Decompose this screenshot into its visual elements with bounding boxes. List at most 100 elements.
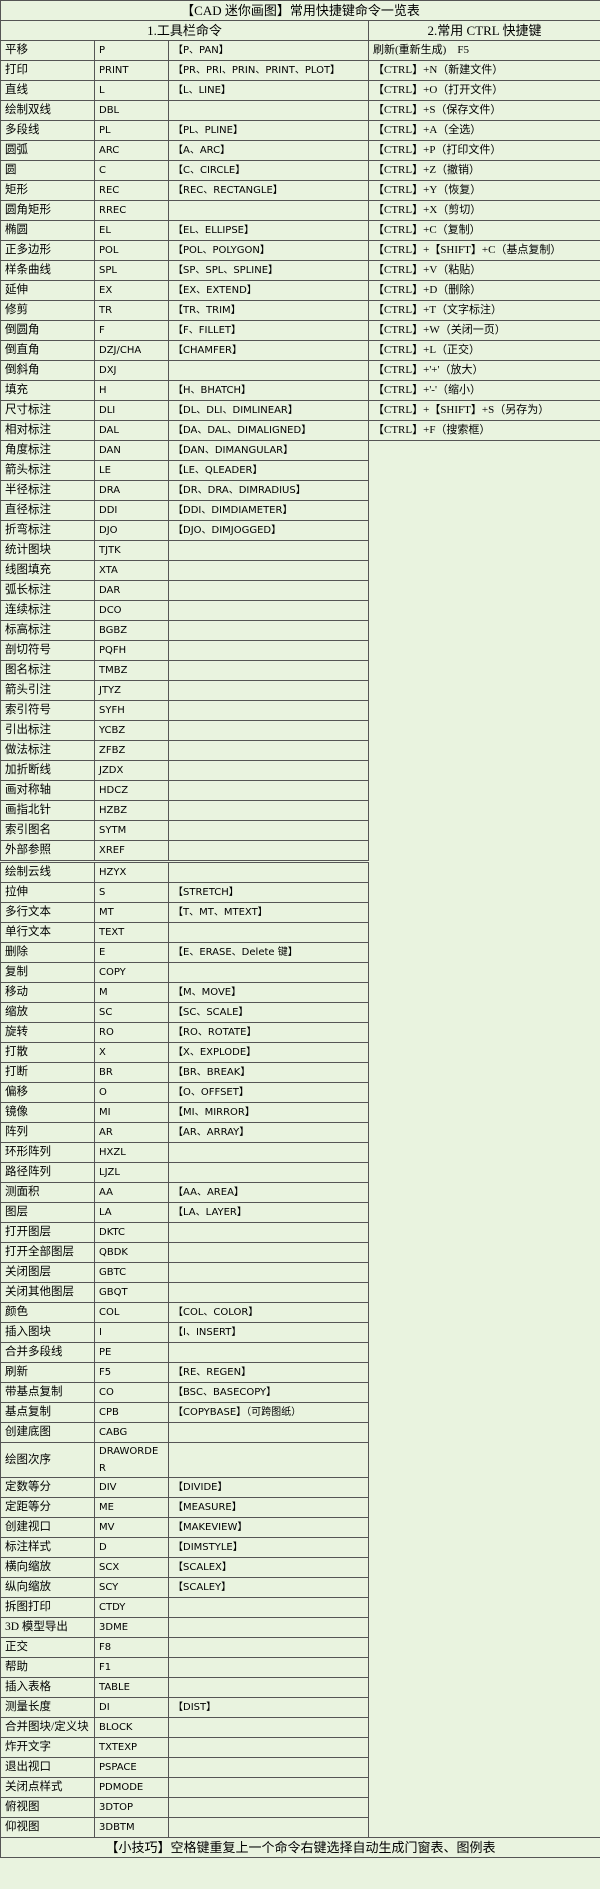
command-name: 索引图名 — [0, 820, 95, 841]
empty-cell — [168, 1717, 369, 1738]
command-name: 半径标注 — [0, 480, 95, 501]
command-name: 镜像 — [0, 1102, 95, 1123]
ctrl-shortcut: 【CTRL】+L（正交） — [367, 340, 600, 361]
column-header: 2.常用 CTRL 快捷键 — [367, 20, 600, 41]
command-name: 平移 — [0, 40, 95, 61]
command-code: ZFBZ — [94, 740, 169, 761]
command-full: 【T、MT、MTEXT】 — [168, 902, 369, 923]
command-code: SCY — [94, 1577, 169, 1598]
command-name: 倒直角 — [0, 340, 95, 361]
ctrl-shortcut: 【CTRL】+P（打印文件） — [367, 140, 600, 161]
command-name: 横向缩放 — [0, 1557, 95, 1578]
command-code: YCBZ — [94, 720, 169, 741]
command-code: PSPACE — [94, 1757, 169, 1778]
command-code: DBL — [94, 100, 169, 121]
table-row: 基点复制 CPB 【COPYBASE】（可跨图纸） — [0, 1402, 600, 1423]
table-row: 做法标注 ZFBZ — [0, 740, 600, 761]
command-code: P — [94, 40, 169, 61]
command-code: DCO — [94, 600, 169, 621]
table-row: 填充 H 【H、BHATCH】 【CTRL】+'-'（缩小） — [0, 380, 600, 401]
table-row: 测量长度 DI 【DIST】 — [0, 1697, 600, 1718]
empty-cell — [168, 720, 369, 741]
table-row: 圆弧 ARC 【A、ARC】 【CTRL】+P（打印文件） — [0, 140, 600, 161]
command-code: DJO — [94, 520, 169, 541]
command-name: 绘制双线 — [0, 100, 95, 121]
table-row: 直径标注 DDI 【DDI、DIMDIAMETER】 — [0, 500, 600, 521]
command-name: 帮助 — [0, 1657, 95, 1678]
command-name: 颜色 — [0, 1302, 95, 1323]
command-full: 【P、PAN】 — [168, 40, 369, 61]
command-name: 做法标注 — [0, 740, 95, 761]
command-name: 弧长标注 — [0, 580, 95, 601]
command-code: HZYX — [94, 860, 169, 883]
empty-cell — [168, 1637, 369, 1658]
command-name: 测面积 — [0, 1182, 95, 1203]
table-row: 删除 E 【E、ERASE、Delete 键】 — [0, 942, 600, 963]
command-name: 插入表格 — [0, 1677, 95, 1698]
command-code: PDMODE — [94, 1777, 169, 1798]
command-code: HDCZ — [94, 780, 169, 801]
command-name: 拉伸 — [0, 882, 95, 903]
empty-cell — [168, 580, 369, 601]
table-row: 角度标注 DAN 【DAN、DIMANGULAR】 — [0, 440, 600, 1838]
command-full: 【EL、ELLIPSE】 — [168, 220, 369, 241]
command-full: 【COL、COLOR】 — [168, 1302, 369, 1323]
command-name: 圆角矩形 — [0, 200, 95, 221]
column-header: 1.工具栏命令 — [0, 20, 369, 41]
command-full: 【BR、BREAK】 — [168, 1062, 369, 1083]
ctrl-shortcut: 【CTRL】+O（打开文件） — [367, 80, 600, 101]
command-name: 偏移 — [0, 1082, 95, 1103]
command-name: 炸开文字 — [0, 1737, 95, 1758]
command-code: XREF — [94, 840, 169, 862]
command-code: MI — [94, 1102, 169, 1123]
empty-cell — [168, 922, 369, 943]
command-code: D — [94, 1537, 169, 1558]
command-code: DDI — [94, 500, 169, 521]
table-row: 测面积 AA 【AA、AREA】 — [0, 1182, 600, 1203]
table-row: 圆角矩形 RREC 【CTRL】+X（剪切） — [0, 200, 600, 221]
command-full: 【DIST】 — [168, 1697, 369, 1718]
empty-cell — [168, 1222, 369, 1243]
empty-cell — [168, 560, 369, 581]
command-name: 打开图层 — [0, 1222, 95, 1243]
command-code: CO — [94, 1382, 169, 1403]
title: 【CAD 迷你画图】常用快捷键命令一览表 — [0, 0, 600, 21]
command-name: 标注样式 — [0, 1537, 95, 1558]
command-code: XTA — [94, 560, 169, 581]
table-row: 延伸 EX 【EX、EXTEND】 【CTRL】+D（删除） — [0, 280, 600, 301]
command-full: 【SP、SPL、SPLINE】 — [168, 260, 369, 281]
table-row: 半径标注 DRA 【DR、DRA、DIMRADIUS】 — [0, 480, 600, 501]
command-full: 【MEASURE】 — [168, 1497, 369, 1518]
table-row: 倒直角 DZJ/CHA 【CHAMFER】 【CTRL】+L（正交） — [0, 340, 600, 361]
command-code: DLI — [94, 400, 169, 421]
command-name: 单行文本 — [0, 922, 95, 943]
command-code: DI — [94, 1697, 169, 1718]
command-code: HZBZ — [94, 800, 169, 821]
empty-cell — [168, 360, 369, 381]
empty-cell — [168, 1282, 369, 1303]
command-code: REC — [94, 180, 169, 201]
command-full: 【F、FILLET】 — [168, 320, 369, 341]
command-name: 样条曲线 — [0, 260, 95, 281]
table-row: 画指北针 HZBZ — [0, 800, 600, 821]
command-name: 尺寸标注 — [0, 400, 95, 421]
table-row: 环形阵列 HXZL — [0, 1142, 600, 1163]
command-full: 【SC、SCALE】 — [168, 1002, 369, 1023]
command-name: 画对称轴 — [0, 780, 95, 801]
table-row: 绘制云线 HZYX — [0, 860, 600, 883]
command-name: 带基点复制 — [0, 1382, 95, 1403]
ctrl-shortcut: 【CTRL】+T（文字标注） — [367, 300, 600, 321]
title-row: 【CAD 迷你画图】常用快捷键命令一览表 — [0, 0, 600, 21]
command-name: 图名标注 — [0, 660, 95, 681]
ctrl-shortcut: 【CTRL】+Y（恢复） — [367, 180, 600, 201]
table-row: 多行文本 MT 【T、MT、MTEXT】 — [0, 902, 600, 923]
table-row: 圆 C 【C、CIRCLE】 【CTRL】+Z（撤销） — [0, 160, 600, 181]
command-code: LJZL — [94, 1162, 169, 1183]
empty-cell — [168, 600, 369, 621]
command-full: 【REC、RECTANGLE】 — [168, 180, 369, 201]
command-code: PRINT — [94, 60, 169, 81]
empty-cell — [168, 1777, 369, 1798]
command-code: DXJ — [94, 360, 169, 381]
table-row: 定距等分 ME 【MEASURE】 — [0, 1497, 600, 1518]
command-code: PL — [94, 120, 169, 141]
